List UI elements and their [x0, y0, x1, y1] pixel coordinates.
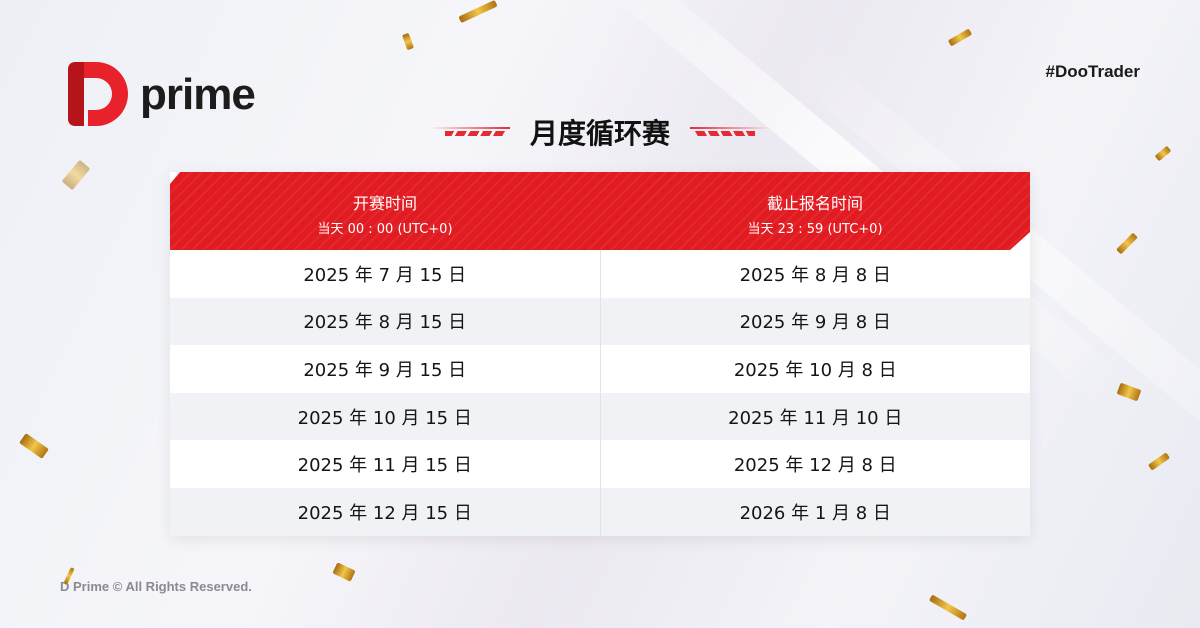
header-sublabel: 当天 00 : 00 (UTC+0): [317, 221, 453, 237]
confetti-icon: [458, 0, 498, 24]
confetti-icon: [61, 159, 91, 191]
page-title: 月度循环赛: [529, 117, 670, 150]
confetti-icon: [1147, 452, 1171, 471]
table-row: 2025 年 9 月 15 日 2025 年 10 月 8 日: [170, 345, 1030, 393]
header-label: 开赛时间: [352, 193, 417, 213]
header-sublabel: 当天 23 : 59 (UTC+0): [747, 221, 883, 237]
title-decoration-left: [429, 127, 510, 137]
confetti-icon: [947, 28, 973, 47]
title-decoration-right: [690, 127, 770, 137]
start-date: 2025 年 11 月 15 日: [170, 440, 601, 488]
schedule-table: 开赛时间 当天 00 : 00 (UTC+0) 截止报名时间 当天 23 : 5…: [170, 172, 1030, 536]
header-deadline: 截止报名时间 当天 23 : 59 (UTC+0): [600, 172, 1030, 250]
title-bar: 月度循环赛: [0, 112, 1200, 152]
table-header: 开赛时间 当天 00 : 00 (UTC+0) 截止报名时间 当天 23 : 5…: [170, 172, 1030, 250]
copyright: D Prime © All Rights Reserved.: [60, 579, 252, 594]
deadline-date: 2025 年 9 月 8 日: [739, 312, 891, 334]
start-date: 2025 年 12 月 15 日: [170, 487, 601, 536]
table-row: 2025 年 7 月 15 日 2025 年 8 月 8 日: [170, 250, 1030, 298]
header-label: 截止报名时间: [766, 193, 863, 213]
hashtag: #DooTrader: [1045, 62, 1140, 81]
deadline-date: 2025 年 12 月 8 日: [733, 455, 897, 477]
confetti-icon: [332, 562, 356, 582]
table-row: 2025 年 11 月 15 日 2025 年 12 月 8 日: [170, 440, 1030, 488]
deadline-date: 2025 年 10 月 8 日: [733, 359, 897, 381]
logo-text: prime: [140, 70, 256, 119]
deadline-date: 2025 年 11 月 10 日: [728, 407, 903, 429]
table-row: 2025 年 8 月 15 日 2025 年 9 月 8 日: [170, 297, 1030, 346]
prime-logo-icon: [68, 62, 128, 126]
table-body: 2025 年 7 月 15 日 2025 年 8 月 8 日 2025 年 8 月…: [170, 250, 1030, 536]
start-date: 2025 年 7 月 15 日: [170, 250, 601, 298]
confetti-icon: [401, 32, 415, 51]
table-row: 2025 年 10 月 15 日 2025 年 11 月 10 日: [170, 392, 1030, 441]
table-row: 2025 年 12 月 15 日 2026 年 1 月 8 日: [170, 487, 1030, 536]
confetti-icon: [928, 594, 968, 621]
confetti-icon: [19, 433, 49, 459]
start-date: 2025 年 8 月 15 日: [170, 297, 601, 346]
start-date: 2025 年 9 月 15 日: [170, 345, 601, 393]
deadline-date: 2026 年 1 月 8 日: [739, 502, 891, 524]
start-date: 2025 年 10 月 15 日: [170, 392, 601, 441]
confetti-icon: [1116, 382, 1142, 402]
header-start-time: 开赛时间 当天 00 : 00 (UTC+0): [170, 172, 600, 250]
confetti-icon: [1116, 232, 1138, 255]
logo: prime: [60, 60, 256, 130]
deadline-date: 2025 年 8 月 8 日: [739, 264, 891, 286]
